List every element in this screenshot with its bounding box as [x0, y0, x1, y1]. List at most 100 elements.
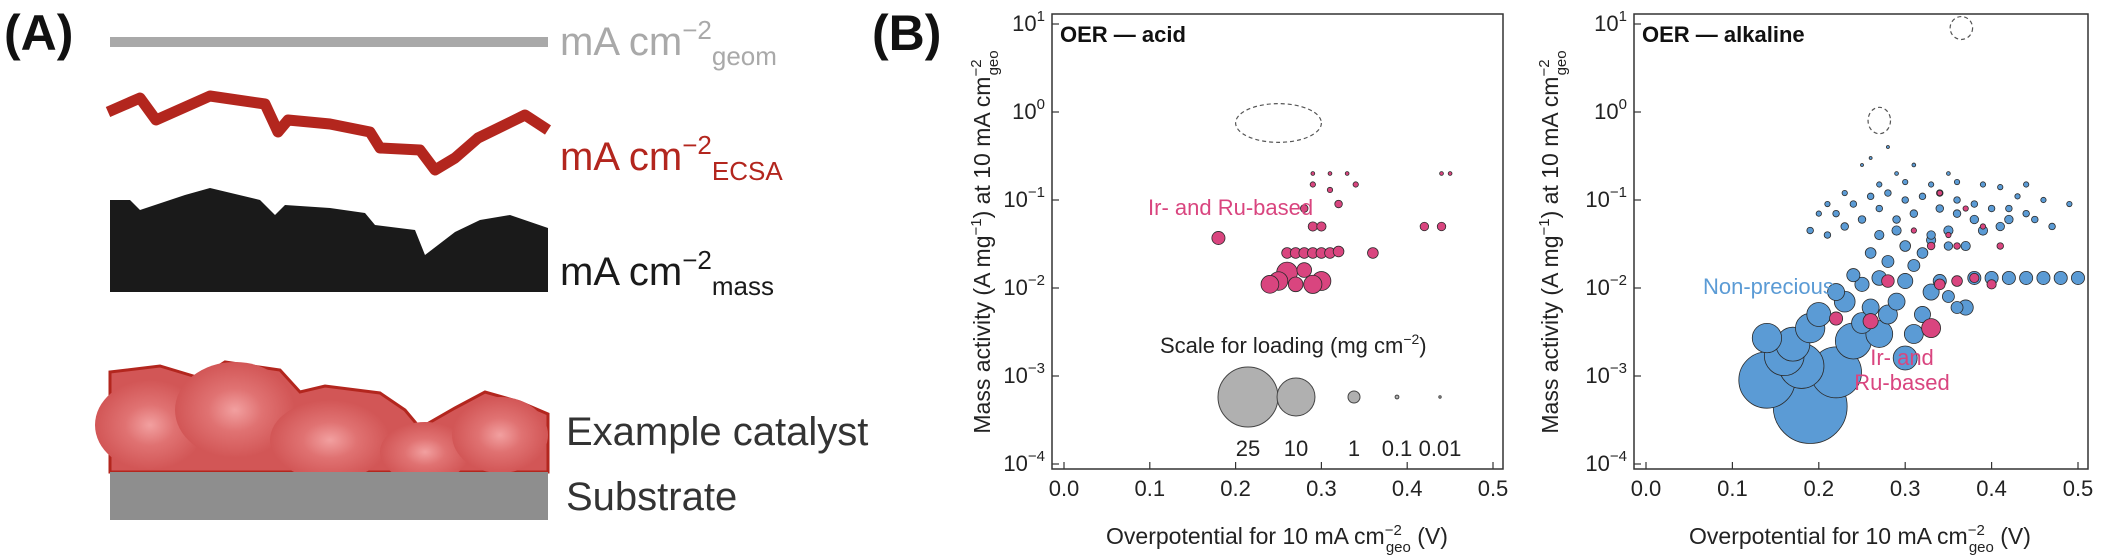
data-point [1806, 302, 1832, 327]
alkaline-y-ticks: 101 100 10−1 10−2 10−3 10−4 [1585, 8, 1641, 476]
data-point [1901, 196, 1909, 204]
loading-scale-circle [1217, 366, 1279, 428]
data-point [1970, 200, 1979, 208]
mass-surface-shape [110, 188, 548, 292]
loading-scale-circle [1347, 390, 1361, 404]
data-point [1951, 275, 1963, 287]
data-point [1943, 241, 1954, 251]
data-point [1945, 231, 1952, 239]
dashed-outline [1234, 103, 1322, 143]
data-point [1327, 171, 1333, 176]
data-point [1997, 184, 2004, 191]
data-point [1950, 301, 1964, 314]
catalyst-particle [380, 422, 470, 482]
loading-scale: 25 10 1 0.1 0.01 [1217, 366, 1461, 461]
data-point [1300, 204, 1309, 213]
data-point [1884, 189, 1892, 197]
data-point [2022, 209, 2030, 218]
x-tick-label: 0.3 [1306, 476, 1337, 501]
data-point [1307, 221, 1318, 232]
x-tick-label: 0.2 [1220, 476, 1251, 501]
data-point [1857, 215, 1867, 224]
data-point [1316, 221, 1327, 232]
data-point [1881, 274, 1895, 288]
data-point [1903, 324, 1924, 344]
y-tick-label: 10−3 [1585, 360, 1627, 388]
data-point [1854, 276, 1870, 292]
data-point [1824, 200, 1831, 208]
data-point [1829, 311, 1844, 326]
y-tick-label: 10−1 [1585, 184, 1627, 212]
geom-unit-label: mA cm−2geom [560, 15, 777, 71]
data-point [1352, 181, 1359, 188]
data-point [2040, 196, 2047, 204]
data-point [2004, 214, 2014, 225]
acid-chart-title: OER — acid [1060, 22, 1186, 47]
x-tick-label: 0.0 [1631, 476, 1662, 501]
substrate-label: Substrate [566, 475, 737, 519]
y-tick-label: 10−4 [1585, 448, 1627, 476]
data-point [2053, 271, 2068, 285]
loading-scale-label: 1 [1348, 436, 1360, 461]
loading-scale-label: 10 [1284, 436, 1308, 461]
data-point [1864, 247, 1877, 259]
loading-scale-circle [1438, 395, 1442, 399]
loading-scale-label: 25 [1236, 436, 1260, 461]
acid-annotation-ir-ru: Ir- and Ru-based [1148, 195, 1313, 220]
data-point [2036, 271, 2051, 285]
alkaline-plot-frame [1633, 13, 2089, 470]
data-point [1892, 215, 1901, 224]
loading-scale-title: Scale for loading (mg cm−2) [1160, 331, 1427, 358]
acid-x-axis-label: Overpotential for 10 mA cm−2 geo (V) [1106, 522, 1448, 556]
data-point [2023, 181, 2030, 188]
data-point [1849, 200, 1858, 208]
data-point [1841, 189, 1848, 197]
data-point [1874, 229, 1885, 241]
data-point [1868, 156, 1873, 160]
y-tick-label: 101 [1012, 8, 1045, 36]
data-point [1894, 171, 1899, 176]
data-point [1287, 276, 1304, 293]
data-point [1918, 192, 1927, 201]
data-point [1326, 186, 1334, 194]
data-point [1922, 283, 1940, 301]
data-point [1419, 221, 1430, 232]
acid-data-points [1211, 171, 1453, 294]
data-point [1211, 231, 1226, 245]
data-point [1907, 259, 1921, 272]
alkaline-x-ticks: 0.0 0.1 0.2 0.3 0.4 0.5 [1631, 462, 2093, 501]
data-point [1827, 283, 1845, 301]
alkaline-data-points [1738, 145, 2085, 444]
data-point [1996, 242, 2004, 250]
data-point [1936, 189, 1943, 197]
data-point [1909, 209, 1919, 218]
data-point [1367, 247, 1379, 259]
data-point [1953, 178, 1961, 186]
alkaline-annotation-ir-ru-2: Ru-based [1854, 370, 1949, 395]
data-point [1815, 210, 1822, 217]
mass-unit-label: mA cm−2mass [560, 245, 774, 301]
data-point [2001, 271, 2016, 285]
x-tick-label: 0.1 [1135, 476, 1166, 501]
data-point [1902, 178, 1909, 186]
data-point [2066, 200, 2073, 208]
data-point [1910, 227, 1917, 234]
y-tick-label: 10−2 [1585, 272, 1627, 300]
x-tick-label: 0.2 [1804, 476, 1835, 501]
data-point [1953, 242, 1961, 250]
data-point [1439, 171, 1444, 176]
data-point [1875, 204, 1883, 213]
y-tick-label: 101 [1594, 8, 1627, 36]
data-point [1862, 313, 1879, 330]
data-point [1309, 181, 1316, 188]
data-point [1914, 306, 1931, 323]
data-point [1334, 199, 1343, 209]
data-point [1916, 247, 1929, 259]
x-tick-label: 0.5 [1478, 476, 1509, 501]
x-tick-label: 0.1 [1717, 476, 1748, 501]
data-point [1887, 292, 1906, 311]
data-point [1979, 181, 1987, 188]
alkaline-chart-title: OER — alkaline [1642, 22, 1805, 47]
data-point [1995, 221, 2005, 232]
